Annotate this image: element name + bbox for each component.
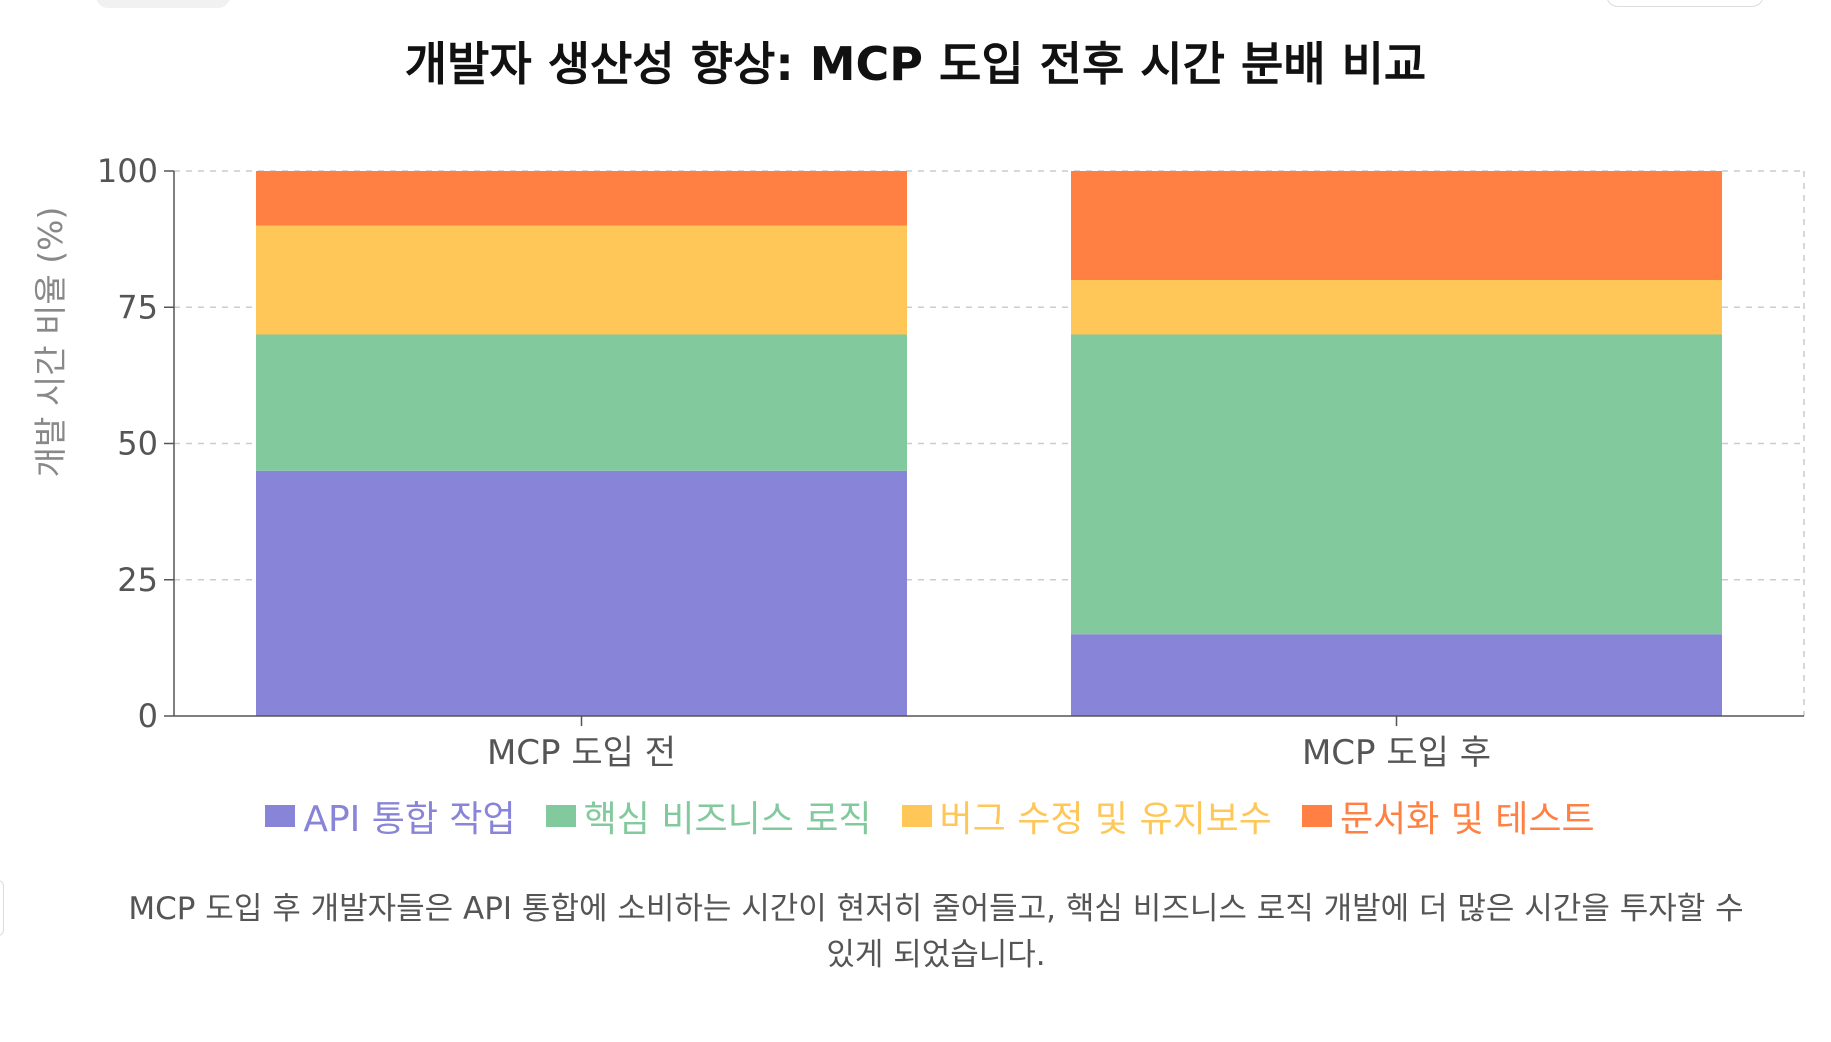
y-tick-label: 100	[97, 152, 158, 190]
bar-segment[interactable]	[256, 225, 907, 335]
bar-segment[interactable]	[256, 171, 907, 226]
window-tab-left[interactable]	[96, 0, 230, 8]
chart-caption: MCP 도입 후 개발자들은 API 통합에 소비하는 시간이 현저히 줄어들고…	[36, 886, 1831, 978]
axes: 0 25 50 75 100 MCP 도입 전 MCP 도입 후	[97, 152, 1804, 773]
side-panel-edge	[0, 880, 4, 936]
bar-segment[interactable]	[256, 334, 907, 471]
legend-swatch-docs-tests	[1301, 805, 1332, 827]
x-tick-label: MCP 도입 전	[487, 733, 676, 773]
legend-label-business-logic: 핵심 비즈니스 로직	[583, 799, 872, 840]
legend-item-api[interactable]: API 통합 작업	[265, 790, 516, 842]
bar-segment[interactable]	[1071, 171, 1722, 280]
y-tick-label: 50	[117, 425, 158, 463]
bar-segment[interactable]	[1071, 280, 1722, 335]
y-tick-label: 0	[138, 697, 158, 735]
y-axis-label: 개발 시간 비율 (%)	[31, 207, 70, 478]
legend-label-maintenance: 버그 수정 및 유지보수	[939, 799, 1272, 840]
stacked-bar-chart: 0 25 50 75 100 MCP 도입 전 MCP 도입 후 개발 시간 비율 (%)	[31, 152, 1805, 773]
caption-line-2: 있게 되었습니다.	[826, 937, 1046, 973]
y-tick-label: 25	[117, 561, 158, 599]
bar-segment[interactable]	[1071, 634, 1722, 716]
chart-title: 개발자 생산성 향상: MCP 도입 전후 시간 분배 비교	[404, 37, 1427, 91]
legend-swatch-api	[265, 805, 296, 827]
legend-item-maintenance[interactable]: 버그 수정 및 유지보수	[901, 790, 1272, 842]
legend-item-docs-tests[interactable]: 문서화 및 테스트	[1301, 790, 1595, 842]
bar-segment[interactable]	[1071, 334, 1722, 635]
legend-swatch-business-logic	[545, 805, 576, 827]
caption-line-1: MCP 도입 후 개발자들은 API 통합에 소비하는 시간이 현저히 줄어들고…	[128, 891, 1744, 927]
legend-item-business-logic[interactable]: 핵심 비즈니스 로직	[545, 790, 872, 842]
x-tick-label: MCP 도입 후	[1302, 733, 1491, 773]
y-tick-label: 75	[117, 288, 158, 326]
legend-label-docs-tests: 문서화 및 테스트	[1339, 799, 1595, 840]
legend: API 통합 작업 핵심 비즈니스 로직 버그 수정 및 유지보수 문서화 및 …	[0, 790, 1831, 842]
legend-swatch-maintenance	[901, 805, 932, 827]
legend-label-api: API 통합 작업	[303, 799, 516, 840]
bars	[256, 171, 1722, 716]
bar-segment[interactable]	[256, 470, 907, 716]
